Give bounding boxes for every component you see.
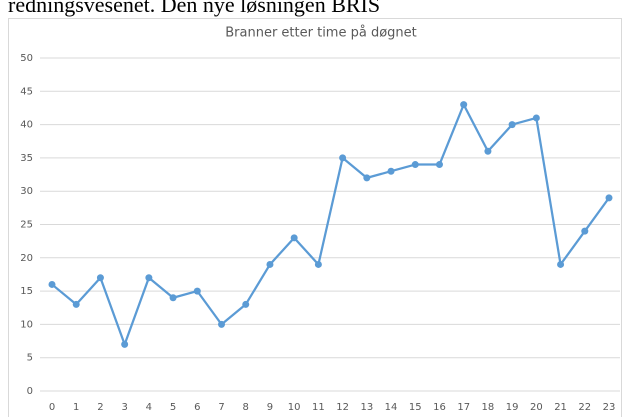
x-tick-label: 12 [336,402,349,413]
marker [411,161,419,169]
y-tick-label: 0 [27,386,33,397]
x-tick-label: 10 [288,402,301,413]
y-tick-label: 30 [20,186,33,197]
x-tick-label: 23 [603,402,616,413]
marker [605,194,613,202]
marker [532,114,540,122]
x-tick-label: 1 [73,402,79,413]
marker [48,280,56,288]
x-tick-label: 14 [385,402,398,413]
x-tick-label: 8 [243,402,249,413]
x-tick-label: 11 [312,402,325,413]
x-tick-label: 9 [267,402,273,413]
marker [242,300,250,308]
marker [557,260,565,268]
x-tick-label: 20 [530,402,543,413]
y-tick-label: 35 [20,153,33,164]
x-tick-label: 3 [121,402,127,413]
y-tick-label: 20 [20,253,33,264]
marker [435,161,443,169]
y-tick-label: 50 [20,53,33,64]
chart-title: Branner etter time på døgnet [225,26,417,41]
x-tick-label: 15 [409,402,422,413]
marker [169,294,177,302]
y-tick-label: 25 [20,220,33,231]
x-tick-label: 22 [578,402,591,413]
y-tick-label: 45 [20,86,33,97]
marker [314,260,322,268]
x-tick-label: 7 [218,402,224,413]
x-tick-label: 18 [482,402,495,413]
y-tick-label: 15 [20,286,33,297]
marker [581,227,589,235]
marker [508,121,516,129]
marker [121,340,129,348]
x-tick-label: 17 [457,402,470,413]
x-tick-label: 19 [506,402,519,413]
chart-frame [8,18,622,417]
marker [460,101,468,109]
marker [218,320,226,328]
y-tick-label: 5 [27,353,33,364]
x-tick-label: 21 [554,402,567,413]
y-tick-label: 40 [20,120,33,131]
x-tick-label: 5 [170,402,176,413]
x-tick-label: 2 [97,402,103,413]
marker [387,167,395,175]
marker [72,300,80,308]
x-tick-label: 13 [360,402,373,413]
marker [266,260,274,268]
marker [193,287,201,295]
marker [363,174,371,182]
page-text: redningsvesenet. Den nye løsningen BRIS [8,0,380,17]
x-tick-label: 0 [49,402,55,413]
marker [145,274,153,282]
x-tick-label: 6 [194,402,200,413]
marker [96,274,104,282]
line [51,103,610,346]
x-tick-label: 16 [433,402,446,413]
y-tick-label: 10 [20,319,33,330]
marker [339,154,347,162]
x-tick-label: 4 [146,402,152,413]
marker [290,234,298,242]
marker [484,147,492,155]
